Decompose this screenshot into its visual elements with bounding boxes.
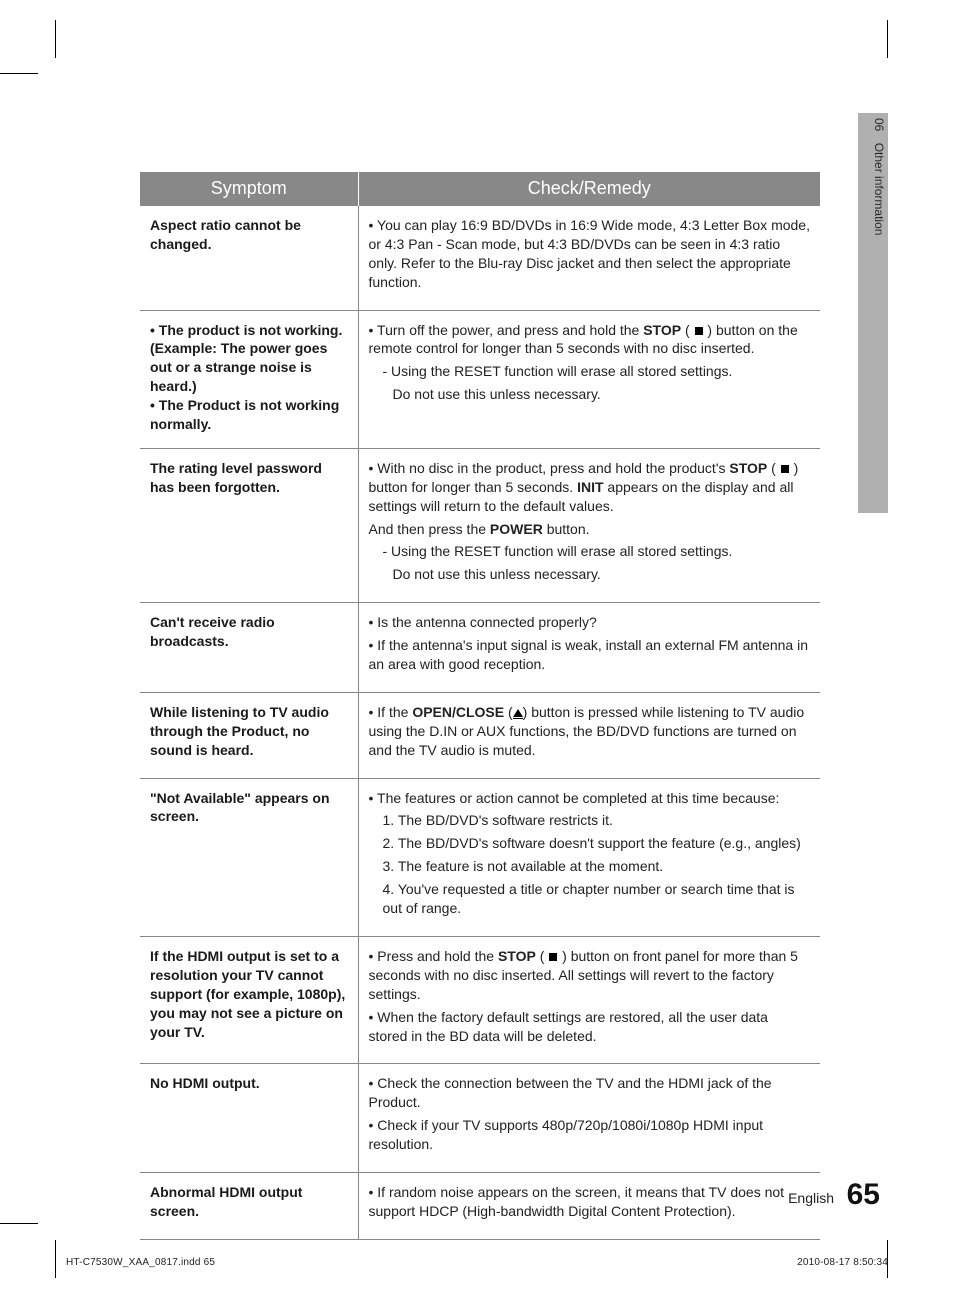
crop-mark [55,1240,56,1278]
table-row: While listening to TV audio through the … [140,692,820,778]
symptom-cell: While listening to TV audio through the … [140,692,358,778]
table-row: No HDMI output.• Check the connection be… [140,1064,820,1173]
table-row: The rating level password has been forgo… [140,448,820,602]
table-row: If the HDMI output is set to a resolutio… [140,936,820,1063]
stop-icon [781,465,789,473]
crop-mark [887,20,888,58]
symptom-cell: Aspect ratio cannot be changed. [140,206,358,311]
footer-language: English [788,1190,834,1206]
remedy-cell: • The features or action cannot be compl… [358,778,820,936]
symptom-cell: "Not Available" appears on screen. [140,778,358,936]
stop-icon [695,327,703,335]
header-remedy: Check/Remedy [358,172,820,206]
crop-mark [0,1223,38,1224]
remedy-cell: • Press and hold the STOP ( ) button on … [358,936,820,1063]
section-title: Other information [872,143,886,236]
footer-page-number: 65 [847,1178,880,1212]
page: 06 Other information Symptom Check/Remed… [0,0,954,1307]
table-row: Aspect ratio cannot be changed.• You can… [140,206,820,311]
crop-mark [0,73,38,74]
symptom-cell: Abnormal HDMI output screen. [140,1172,358,1239]
footer-file: HT-C7530W_XAA_0817.indd 65 [66,1257,215,1268]
symptom-cell: • The product is not working. (Example: … [140,310,358,448]
symptom-cell: If the HDMI output is set to a resolutio… [140,936,358,1063]
stop-icon [549,953,557,961]
remedy-cell: • If the OPEN/CLOSE () button is pressed… [358,692,820,778]
remedy-cell: • If random noise appears on the screen,… [358,1172,820,1239]
table-row: "Not Available" appears on screen.• The … [140,778,820,936]
remedy-cell: • With no disc in the product, press and… [358,448,820,602]
footer-timestamp: 2010-08-17 8:50:34 [797,1257,888,1268]
section-number: 06 [872,118,886,131]
table-row: Abnormal HDMI output screen.• If random … [140,1172,820,1239]
crop-mark [55,20,56,58]
symptom-cell: Can't receive radio broadcasts. [140,603,358,693]
symptom-cell: No HDMI output. [140,1064,358,1173]
symptom-cell: The rating level password has been forgo… [140,448,358,602]
troubleshooting-table: Symptom Check/Remedy Aspect ratio cannot… [140,172,820,1240]
table-row: Can't receive radio broadcasts.• Is the … [140,603,820,693]
table-row: • The product is not working. (Example: … [140,310,820,448]
remedy-cell: • Check the connection between the TV an… [358,1064,820,1173]
eject-icon [513,709,523,717]
remedy-cell: • Turn off the power, and press and hold… [358,310,820,448]
section-tab: 06 Other information [862,118,886,235]
remedy-cell: • You can play 16:9 BD/DVDs in 16:9 Wide… [358,206,820,311]
header-symptom: Symptom [140,172,358,206]
remedy-cell: • Is the antenna connected properly?• If… [358,603,820,693]
